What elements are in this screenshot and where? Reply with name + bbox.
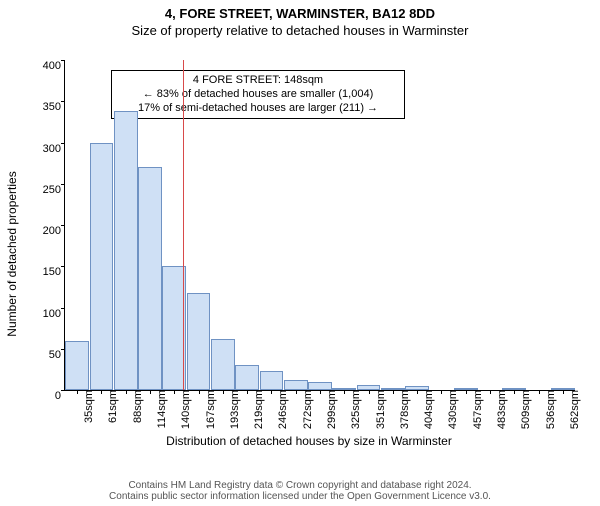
y-tick-label: 300 [43,143,65,155]
plot-area: 4 FORE STREET: 148sqm← 83% of detached h… [64,60,575,391]
x-tick-label: 536sqm [543,390,557,429]
page-title: 4, FORE STREET, WARMINSTER, BA12 8DD [0,6,600,21]
x-tick-label: 430sqm [445,390,459,429]
footer-line2: Contains public sector information licen… [0,491,600,502]
y-axis-label: Number of detached properties [5,171,19,336]
footer: Contains HM Land Registry data © Crown c… [0,480,600,502]
y-tick-label: 0 [55,390,65,402]
x-tick-label: 35sqm [81,390,95,423]
x-tick-label: 562sqm [567,390,581,429]
page-subtitle: Size of property relative to detached ho… [0,23,600,38]
x-tick-label: 140sqm [178,390,192,429]
x-tick-label: 483sqm [494,390,508,429]
x-tick-label: 378sqm [397,390,411,429]
histogram-bar [235,365,259,390]
x-tick-label: 193sqm [227,390,241,429]
y-tick-label: 250 [43,184,65,196]
y-tick-label: 50 [49,349,65,361]
x-tick-label: 61sqm [105,390,119,423]
y-tick-label: 100 [43,308,65,320]
histogram-bar [187,293,211,390]
x-tick-label: 325sqm [348,390,362,429]
histogram-bar [90,143,114,391]
histogram-bar [114,111,138,390]
footer-line1: Contains HM Land Registry data © Crown c… [0,480,600,491]
x-tick-label: 351sqm [373,390,387,429]
histogram-bar [260,371,284,390]
x-tick-label: 167sqm [203,390,217,429]
x-tick-label: 299sqm [324,390,338,429]
info-box-line: 17% of semi-detached houses are larger (… [118,102,398,116]
x-tick-label: 404sqm [421,390,435,429]
x-tick-label: 88sqm [130,390,144,423]
x-tick-label: 219sqm [251,390,265,429]
y-tick-label: 150 [43,266,65,278]
x-axis-label: Distribution of detached houses by size … [34,434,584,448]
x-tick-label: 509sqm [518,390,532,429]
histogram-bar [65,341,89,391]
x-tick-label: 272sqm [300,390,314,429]
x-tick-label: 114sqm [154,390,168,428]
reference-line [183,60,184,390]
y-tick-label: 350 [43,101,65,113]
info-box: 4 FORE STREET: 148sqm← 83% of detached h… [111,70,405,119]
x-tick-label: 246sqm [275,390,289,429]
x-tick-label: 457sqm [470,390,484,429]
y-tick-label: 200 [43,225,65,237]
histogram-bar [308,382,332,390]
y-tick-label: 400 [43,60,65,72]
histogram-bar [284,380,308,390]
info-box-line: 4 FORE STREET: 148sqm [118,74,398,88]
histogram-bar [211,339,235,390]
info-box-line: ← 83% of detached houses are smaller (1,… [118,88,398,102]
histogram-bar [138,167,162,390]
chart-container: Number of detached properties 4 FORE STR… [34,54,584,454]
